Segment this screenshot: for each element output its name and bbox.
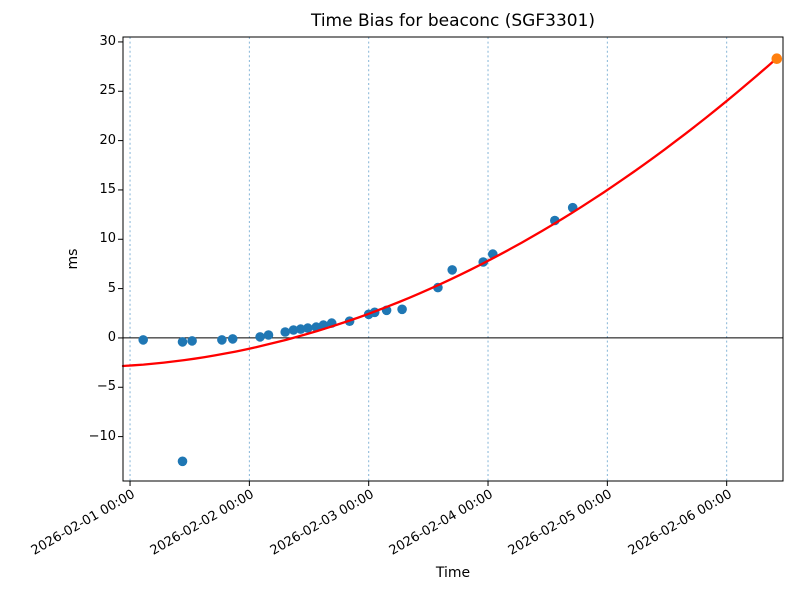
y-tick-label: 15 [99,181,116,197]
axis-frame [122,36,784,482]
y-axis-label: ms [65,248,81,270]
data-point [177,456,188,467]
y-tick-label: 0 [107,329,116,345]
y-tick-label: 30 [99,33,116,49]
y-tick-label: −10 [88,428,116,444]
data-point [303,323,313,333]
data-point [187,336,197,346]
data-point [397,304,407,315]
data-point [217,335,227,345]
chart-title: Time Bias for beaconc (SGF3301) [310,11,596,31]
data-point [447,265,458,275]
y-tick-label: −5 [96,379,116,395]
data-point [255,332,265,342]
data-point [280,327,291,337]
data-point [288,325,299,335]
data-point [138,335,148,345]
y-tick-label: 25 [99,83,116,99]
data-point [263,330,274,340]
y-tick-label: 10 [99,231,116,247]
data-point [227,334,238,344]
forecast-point [771,53,783,64]
x-axis-label: Time [435,565,471,581]
y-tick-label: 5 [107,280,116,296]
data-point [295,324,306,334]
data-point [177,337,188,347]
y-tick-label: 20 [99,132,116,148]
fit-curve [121,56,779,368]
